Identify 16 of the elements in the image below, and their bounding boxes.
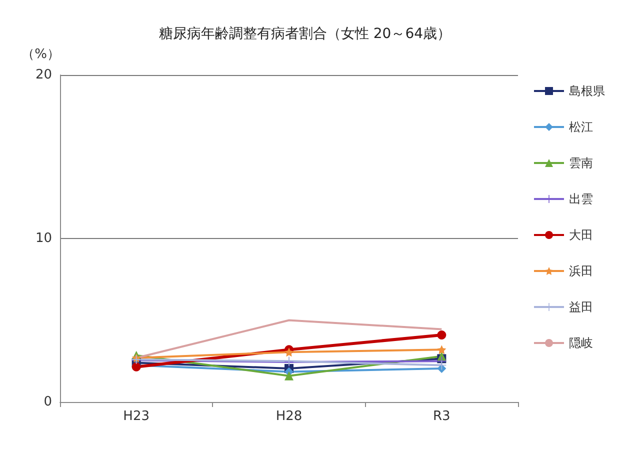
legend-label: 大田: [569, 228, 593, 242]
y-axis-title: （%）: [22, 47, 60, 62]
legend-label: 浜田: [569, 264, 593, 278]
y-tick-label: 10: [35, 231, 52, 246]
legend-label: 島根県: [569, 84, 605, 98]
legend-label: 雲南: [569, 156, 593, 170]
y-tick-label: 0: [44, 394, 52, 410]
y-tick-label: 20: [35, 68, 52, 82]
x-tick-label: H23: [123, 409, 150, 424]
legend-label: 松江: [569, 120, 593, 134]
legend-label: 出雲: [569, 192, 593, 206]
x-tick-label: H28: [276, 409, 302, 424]
chart-title: 糖尿病年齢調整有病者割合（女性 20～64歳）: [158, 26, 452, 42]
legend-label: 益田: [569, 300, 593, 314]
x-tick-label: R3: [433, 409, 450, 424]
legend-label: 隠岐: [569, 336, 593, 350]
